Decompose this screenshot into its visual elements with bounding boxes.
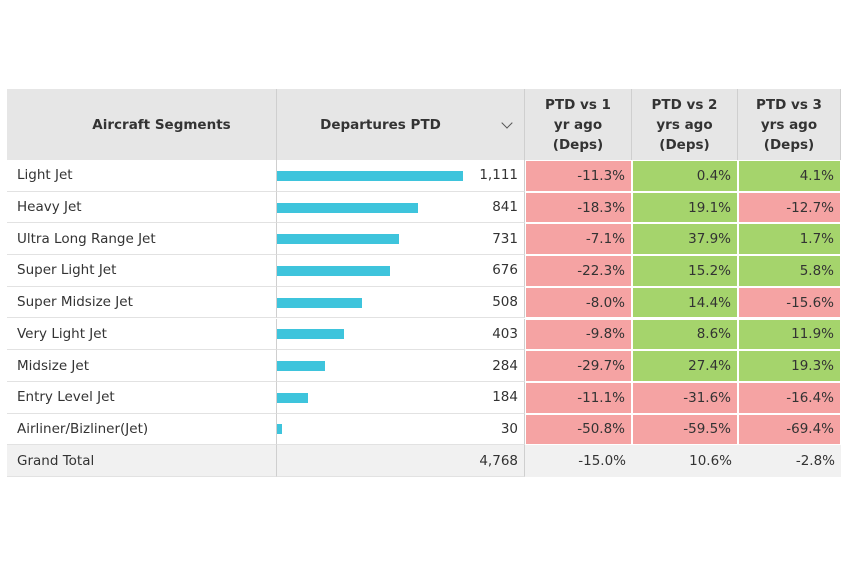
pct-change-cell: -12.7% [738, 191, 841, 224]
pct-change-cell: -9.8% [525, 318, 632, 351]
header-text: PTD vs 2 yrs ago (Deps) [651, 96, 718, 153]
pct-change-cell: 5.8% [738, 255, 841, 287]
departures-cell: 284 [277, 350, 525, 382]
departures-bar [277, 170, 463, 181]
header-text: PTD vs 1 yr ago (Deps) [545, 96, 611, 153]
departures-value: 4,768 [479, 452, 518, 469]
pct-change-cell: 1.7% [738, 223, 841, 256]
departures-value: 403 [492, 325, 518, 342]
pct-change-cell: -2.8% [738, 445, 841, 477]
segment-name: Midsize Jet [7, 350, 277, 382]
segment-name: Very Light Jet [7, 318, 277, 351]
departures-cell: 30 [277, 413, 525, 446]
pct-change-cell: -15.0% [525, 445, 632, 477]
pct-change-cell: 15.2% [632, 255, 738, 287]
pct-change-cell: -11.3% [525, 160, 632, 192]
departures-value: 1,111 [479, 167, 518, 184]
header-text: PTD vs 3 yrs ago (Deps) [756, 96, 822, 153]
segment-name: Entry Level Jet [7, 381, 277, 414]
departures-cell: 4,768 [277, 445, 525, 477]
departures-value: 676 [492, 262, 518, 279]
departures-bar [277, 424, 283, 435]
segment-name: Super Midsize Jet [7, 286, 277, 319]
pct-change-cell: -11.1% [525, 381, 632, 414]
departures-value: 284 [492, 357, 518, 374]
pct-change-cell: -22.3% [525, 255, 632, 287]
departures-value: 184 [492, 389, 518, 406]
header-cell: PTD vs 3 yrs ago (Deps) [738, 89, 841, 160]
departures-bar [277, 202, 418, 213]
header-text: Departures PTD [320, 116, 441, 133]
pct-change-cell: 37.9% [632, 223, 738, 256]
departures-bar [277, 234, 400, 245]
departures-cell: 676 [277, 255, 525, 287]
pct-change-cell: 19.1% [632, 191, 738, 224]
pct-change-cell: -7.1% [525, 223, 632, 256]
header-cell: Aircraft Segments [7, 89, 277, 160]
pct-change-cell: -31.6% [632, 381, 738, 414]
header-cell: Departures PTD [277, 89, 525, 160]
segment-name: Light Jet [7, 160, 277, 192]
pct-change-cell: -59.5% [632, 413, 738, 446]
pct-change-cell: 11.9% [738, 318, 841, 351]
departures-bar [277, 329, 345, 340]
departures-value: 508 [492, 294, 518, 311]
header-cell: PTD vs 1 yr ago (Deps) [525, 89, 632, 160]
departures-bar [277, 361, 325, 372]
pct-change-cell: 8.6% [632, 318, 738, 351]
pct-change-cell: -16.4% [738, 381, 841, 414]
departures-cell: 1,111 [277, 160, 525, 192]
departures-table: Aircraft Segments Departures PTD PTD vs 1 … [7, 89, 841, 477]
departures-bar [277, 297, 363, 308]
departures-value: 841 [492, 199, 518, 216]
pct-change-cell: 4.1% [738, 160, 841, 192]
departures-bar [277, 392, 308, 403]
pct-change-cell: 14.4% [632, 286, 738, 319]
departures-value: 30 [500, 420, 518, 437]
departures-cell: 841 [277, 191, 525, 224]
pct-change-cell: -8.0% [525, 286, 632, 319]
departures-value: 731 [492, 230, 518, 247]
pct-change-cell: -15.6% [738, 286, 841, 319]
pct-change-cell: -50.8% [525, 413, 632, 446]
pct-change-cell: -18.3% [525, 191, 632, 224]
departures-cell: 403 [277, 318, 525, 351]
segment-name: Heavy Jet [7, 191, 277, 224]
departures-cell: 508 [277, 286, 525, 319]
segment-name: Airliner/Bizliner(Jet) [7, 413, 277, 446]
segment-name: Ultra Long Range Jet [7, 223, 277, 256]
segment-name: Grand Total [7, 445, 277, 477]
header-cell: PTD vs 2 yrs ago (Deps) [632, 89, 738, 160]
pct-change-cell: 19.3% [738, 350, 841, 382]
departures-cell: 184 [277, 381, 525, 414]
pct-change-cell: 0.4% [632, 160, 738, 192]
header-text: Aircraft Segments [92, 116, 231, 133]
segment-name: Super Light Jet [7, 255, 277, 287]
pct-change-cell: -29.7% [525, 350, 632, 382]
departures-bar [277, 265, 391, 276]
pct-change-cell: 10.6% [632, 445, 738, 477]
sort-toggle[interactable] [501, 117, 513, 129]
departures-cell: 731 [277, 223, 525, 256]
pct-change-cell: -69.4% [738, 413, 841, 446]
pct-change-cell: 27.4% [632, 350, 738, 382]
